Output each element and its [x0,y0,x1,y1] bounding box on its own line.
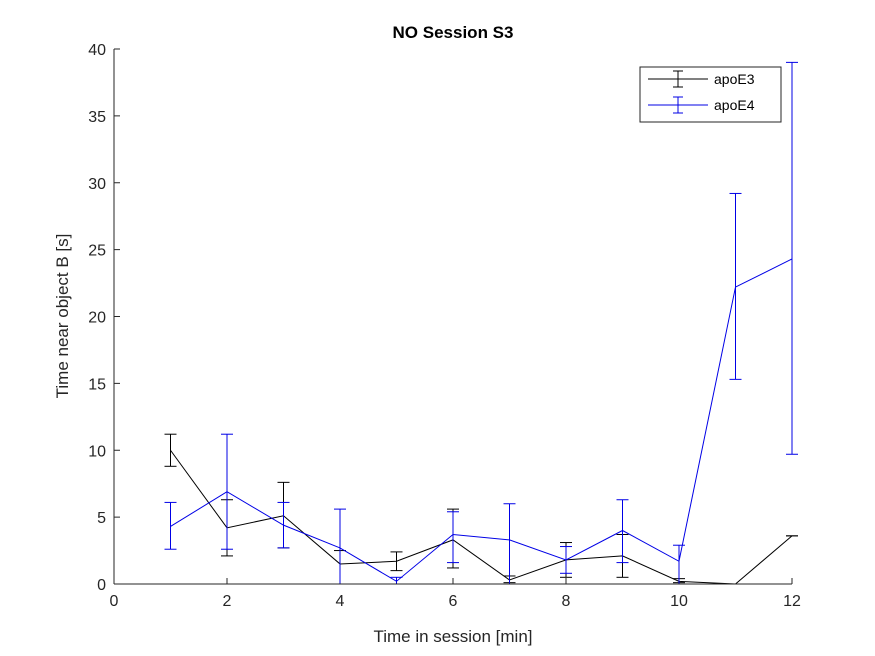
y-tick-label: 20 [88,310,106,327]
plot-area [114,49,792,584]
series-line-apoE4 [170,258,793,582]
x-tick-label: 2 [223,593,232,610]
y-tick-group: 0 5 10 15 20 25 30 35 40 [88,42,120,594]
x-tick-label: 6 [449,593,458,610]
error-bar [729,192,742,380]
y-axis-label: Time near object B [s] [53,234,72,399]
error-bar [786,61,798,455]
error-bar [560,546,572,574]
error-bar [616,499,629,564]
series-line-apoE3 [170,449,793,585]
x-tick-group: 0 2 4 6 8 10 12 [110,578,801,610]
legend-item-apoE4: apoE4 [648,96,755,114]
legend: apoE3 apoE4 [639,66,782,123]
y-tick-label: 10 [88,443,106,460]
chart-title: NO Session S3 [393,23,514,42]
error-bar [164,501,177,550]
x-tick-label: 0 [110,593,119,610]
x-tick-label: 10 [670,593,688,610]
error-bar [447,511,459,564]
y-tick-label: 0 [97,577,106,594]
error-bar [221,433,233,550]
x-axis-label: Time in session [min] [373,627,532,646]
legend-item-apoE3: apoE3 [648,70,755,88]
legend-label: apoE4 [714,97,755,113]
y-tick-label: 25 [88,243,106,260]
x-tick-label: 8 [562,593,571,610]
error-bar [277,501,290,549]
y-tick-label: 30 [88,176,106,193]
x-tick-label: 12 [783,593,801,610]
legend-label: apoE3 [714,71,755,87]
y-tick-label: 40 [88,42,106,59]
legend-box [639,66,782,123]
y-tick-label: 15 [88,376,106,393]
error-bar [164,433,177,467]
y-tick-label: 35 [88,109,106,126]
y-tick-label: 5 [97,510,106,527]
x-tick-label: 4 [336,593,345,610]
error-bar [390,551,403,572]
axes-box [113,49,792,585]
